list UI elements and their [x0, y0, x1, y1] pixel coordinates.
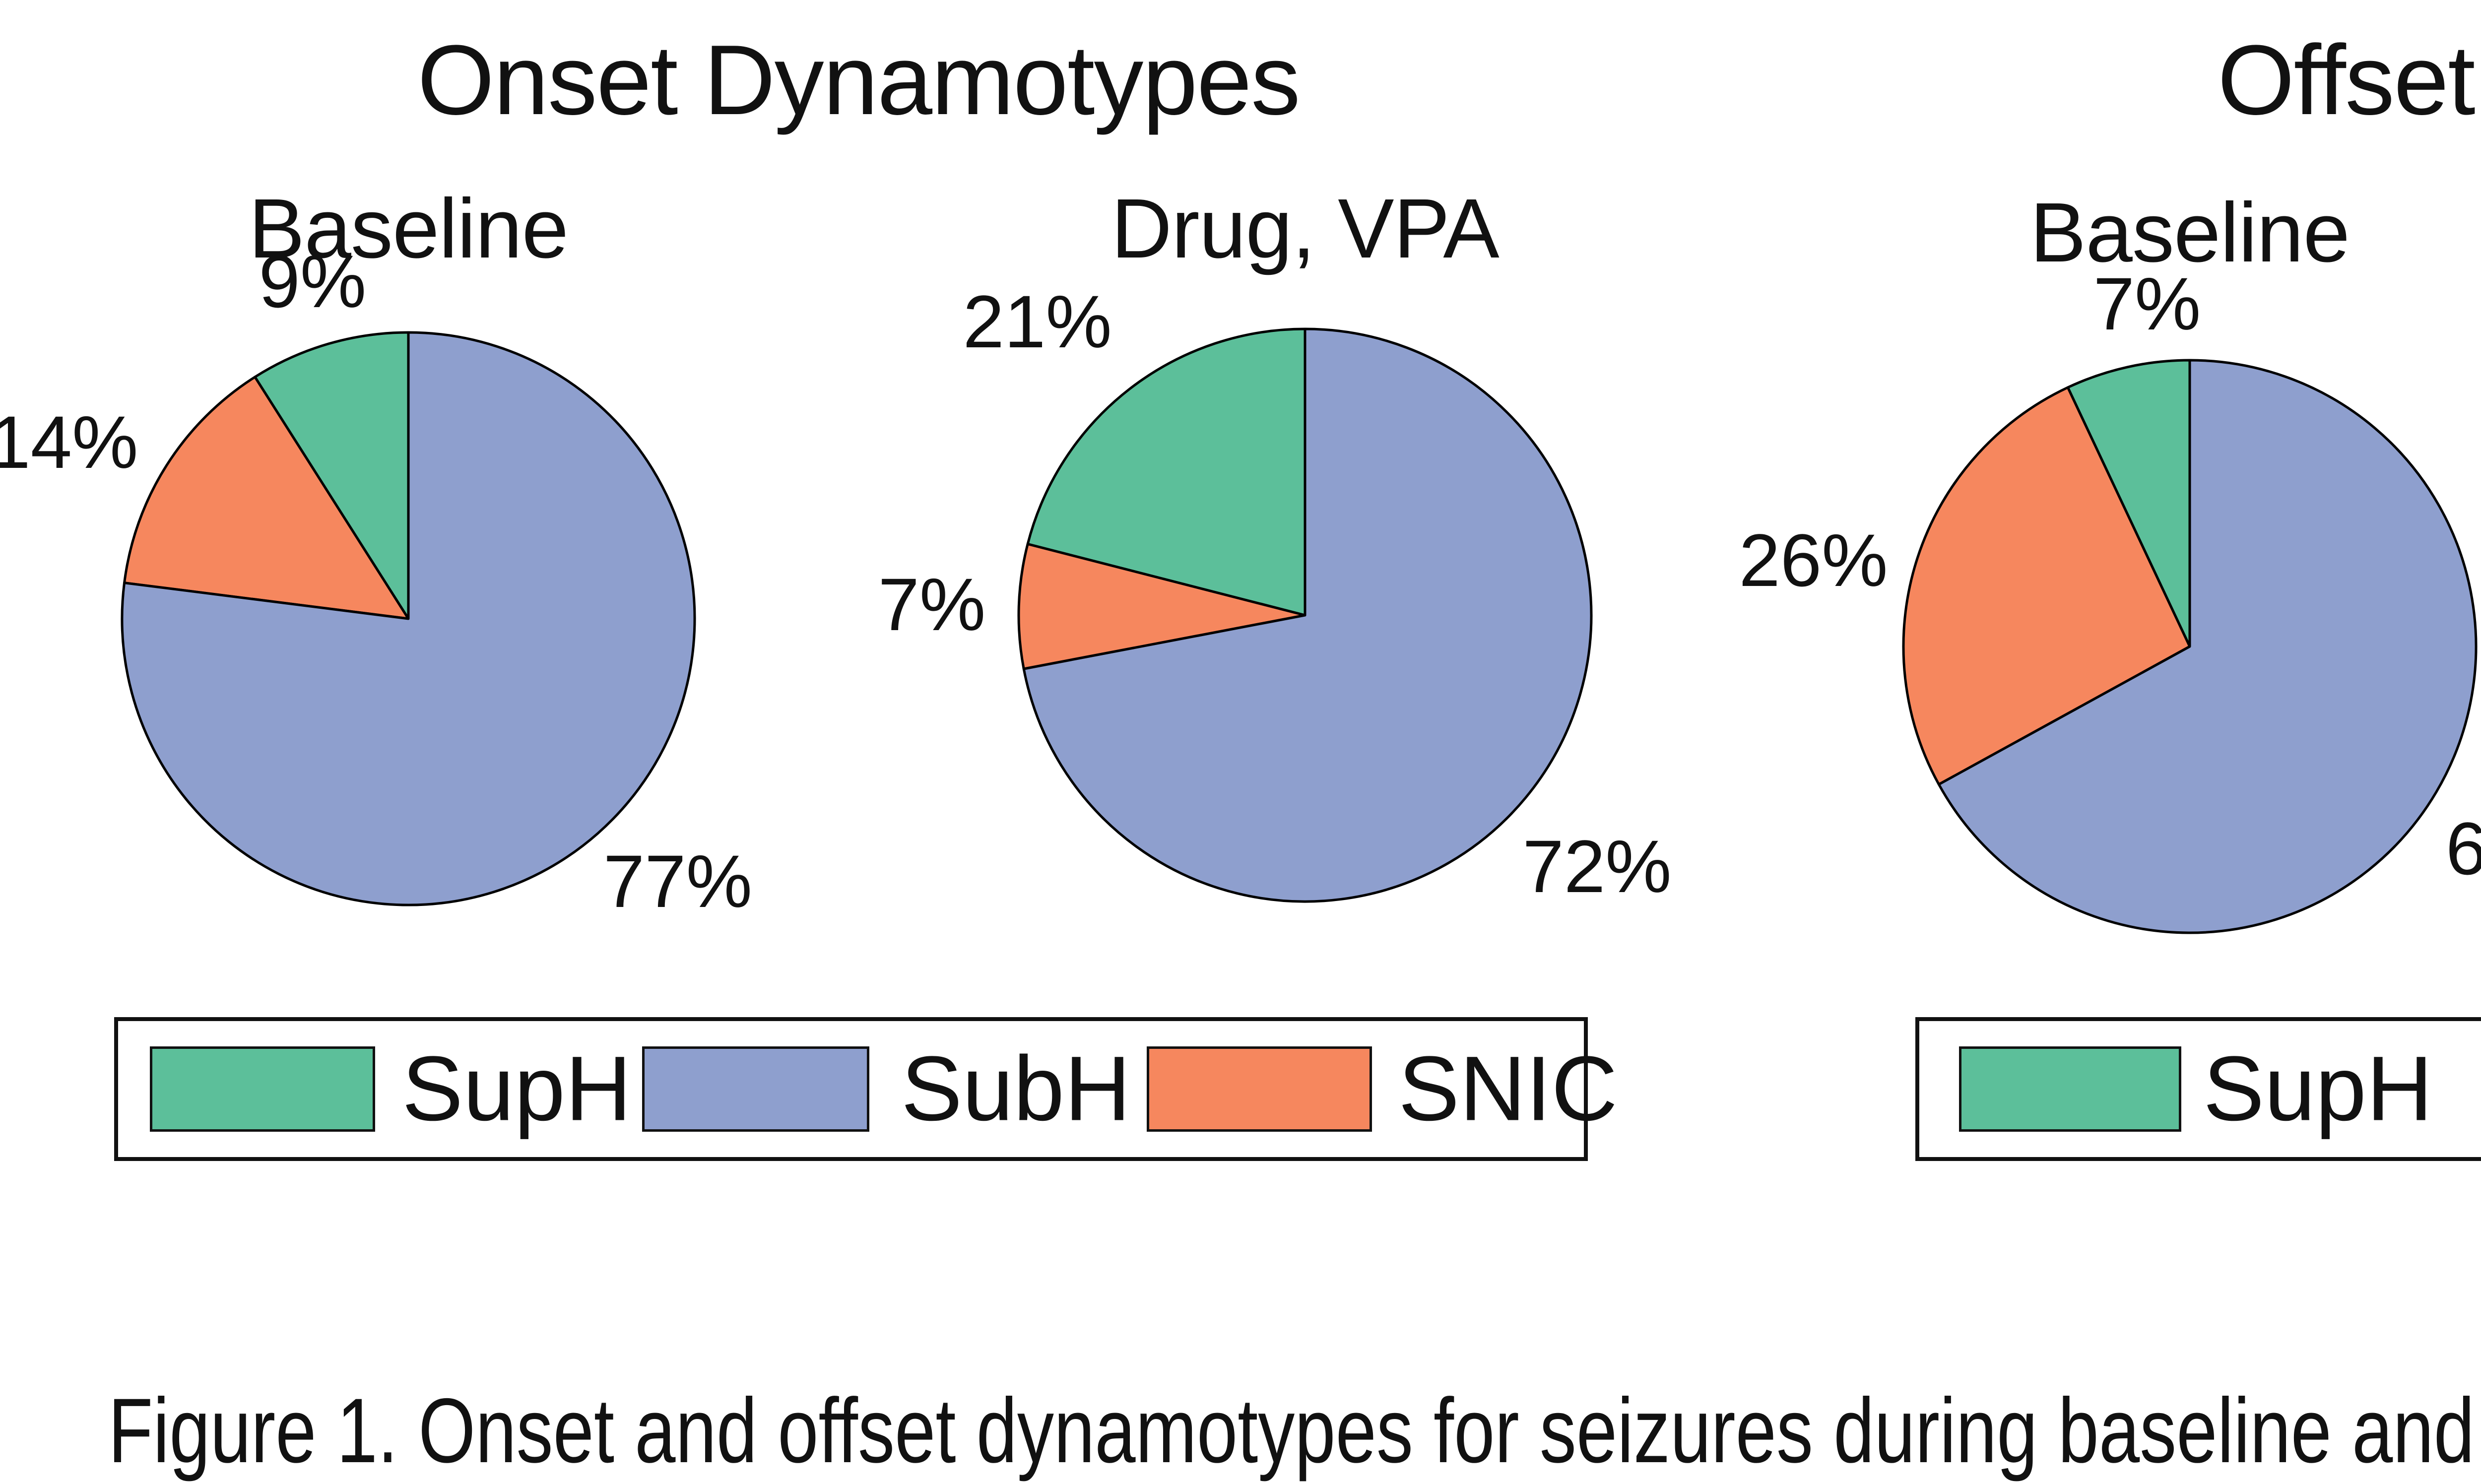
offset-panel-title: Offset Dynamotypes — [2217, 25, 2481, 135]
pie-slice-flc — [1937, 359, 2478, 934]
pie-subtitle-onset-drug-vpa: Drug, VPA — [1111, 182, 1499, 276]
pie-chart-offset-baseline — [1902, 359, 2478, 934]
legend-label-suph: SupH — [2203, 1037, 2433, 1140]
pie-slice-subh — [1022, 327, 1593, 903]
offset-legend: SupH FLC SNIC — [1915, 1017, 2481, 1161]
legend-label-subh: SubH — [901, 1037, 1131, 1140]
pie-subtitle-onset-baseline: Baseline — [248, 182, 569, 276]
pct-label-subh: 72% — [1522, 825, 1672, 908]
onset-panel-title: Onset Dynamotypes — [417, 25, 1301, 135]
pct-label-suph: 7% — [2093, 262, 2201, 346]
pie-slice-suph — [1026, 327, 1306, 617]
legend-swatch-subh — [642, 1046, 869, 1132]
pct-label-suph: 9% — [259, 240, 367, 323]
legend-label-snic: SNIC — [1398, 1037, 1618, 1140]
legend-label-suph: SupH — [402, 1037, 632, 1140]
legend-swatch-suph — [150, 1046, 375, 1132]
pct-label-suph: 21% — [963, 279, 1112, 363]
pct-label-snic: 14% — [0, 400, 138, 484]
pie-slice-suph — [2066, 359, 2191, 648]
legend-swatch-snic — [1147, 1046, 1372, 1132]
pie-chart-onset-drug-vpa — [1017, 327, 1593, 903]
pct-label-flc: 67% — [2445, 807, 2481, 891]
pie-slice-snic — [1017, 543, 1306, 670]
pie-slice-suph — [254, 331, 410, 620]
figure-caption: Figure 1. Onset and offset dynamotypes f… — [108, 1380, 2481, 1482]
pct-label-snic: 26% — [1739, 518, 1888, 602]
pie-subtitle-offset-baseline: Baseline — [2029, 186, 2350, 280]
pct-label-subh: 77% — [603, 839, 753, 923]
pie-slice-snic — [123, 376, 410, 620]
pie-chart-onset-baseline — [121, 331, 696, 906]
onset-legend: SupH SubH SNIC — [114, 1017, 1618, 1161]
pie-slice-subh — [121, 331, 696, 906]
legend-swatch-suph — [1959, 1046, 2181, 1132]
pct-label-snic: 7% — [878, 563, 986, 646]
